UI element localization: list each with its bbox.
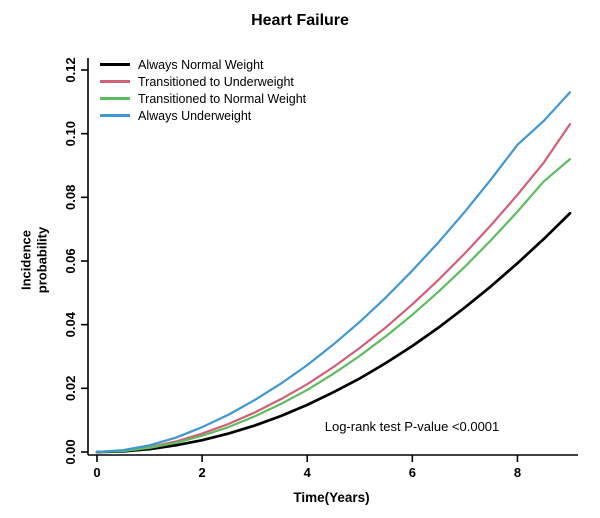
y-axis-label-line1: Incidence xyxy=(18,230,34,290)
chart-title: Heart Failure xyxy=(251,12,349,29)
legend-item-label: Always Normal Weight xyxy=(138,57,264,72)
legend-line-swatch xyxy=(100,97,130,100)
svg-text:0.04: 0.04 xyxy=(63,311,78,337)
svg-text:4: 4 xyxy=(304,465,312,480)
svg-text:0: 0 xyxy=(93,465,100,480)
legend-item-label: Always Underweight xyxy=(138,108,252,123)
legend-item-label: Transitioned to Underweight xyxy=(138,74,294,89)
legend-line-swatch xyxy=(100,114,130,117)
legend-item-label: Transitioned to Normal Weight xyxy=(138,91,307,106)
x-axis-label: Time(Years) xyxy=(293,490,370,505)
svg-text:6: 6 xyxy=(409,465,416,480)
y-axis-label: Incidence probability xyxy=(18,227,49,293)
legend-line-swatch xyxy=(100,62,130,67)
svg-text:0.06: 0.06 xyxy=(63,248,78,273)
legend-item: Transitioned to Normal Weight xyxy=(100,91,306,106)
svg-text:0.02: 0.02 xyxy=(63,376,78,401)
svg-text:2: 2 xyxy=(198,465,205,480)
legend-item: Transitioned to Underweight xyxy=(100,74,306,89)
svg-text:0.08: 0.08 xyxy=(63,185,78,210)
legend-line-swatch xyxy=(100,80,130,83)
y-axis-label-line2: probability xyxy=(34,226,49,294)
legend-item: Always Underweight xyxy=(100,108,306,123)
svg-text:8: 8 xyxy=(514,465,521,480)
legend-item: Always Normal Weight xyxy=(100,57,306,72)
svg-text:0.10: 0.10 xyxy=(63,121,78,146)
svg-text:0.12: 0.12 xyxy=(63,57,78,82)
pvalue-annotation: Log-rank test P-value <0.0001 xyxy=(324,419,500,434)
legend: Always Normal Weight Transitioned to Und… xyxy=(100,57,306,123)
svg-text:0.00: 0.00 xyxy=(63,439,78,464)
